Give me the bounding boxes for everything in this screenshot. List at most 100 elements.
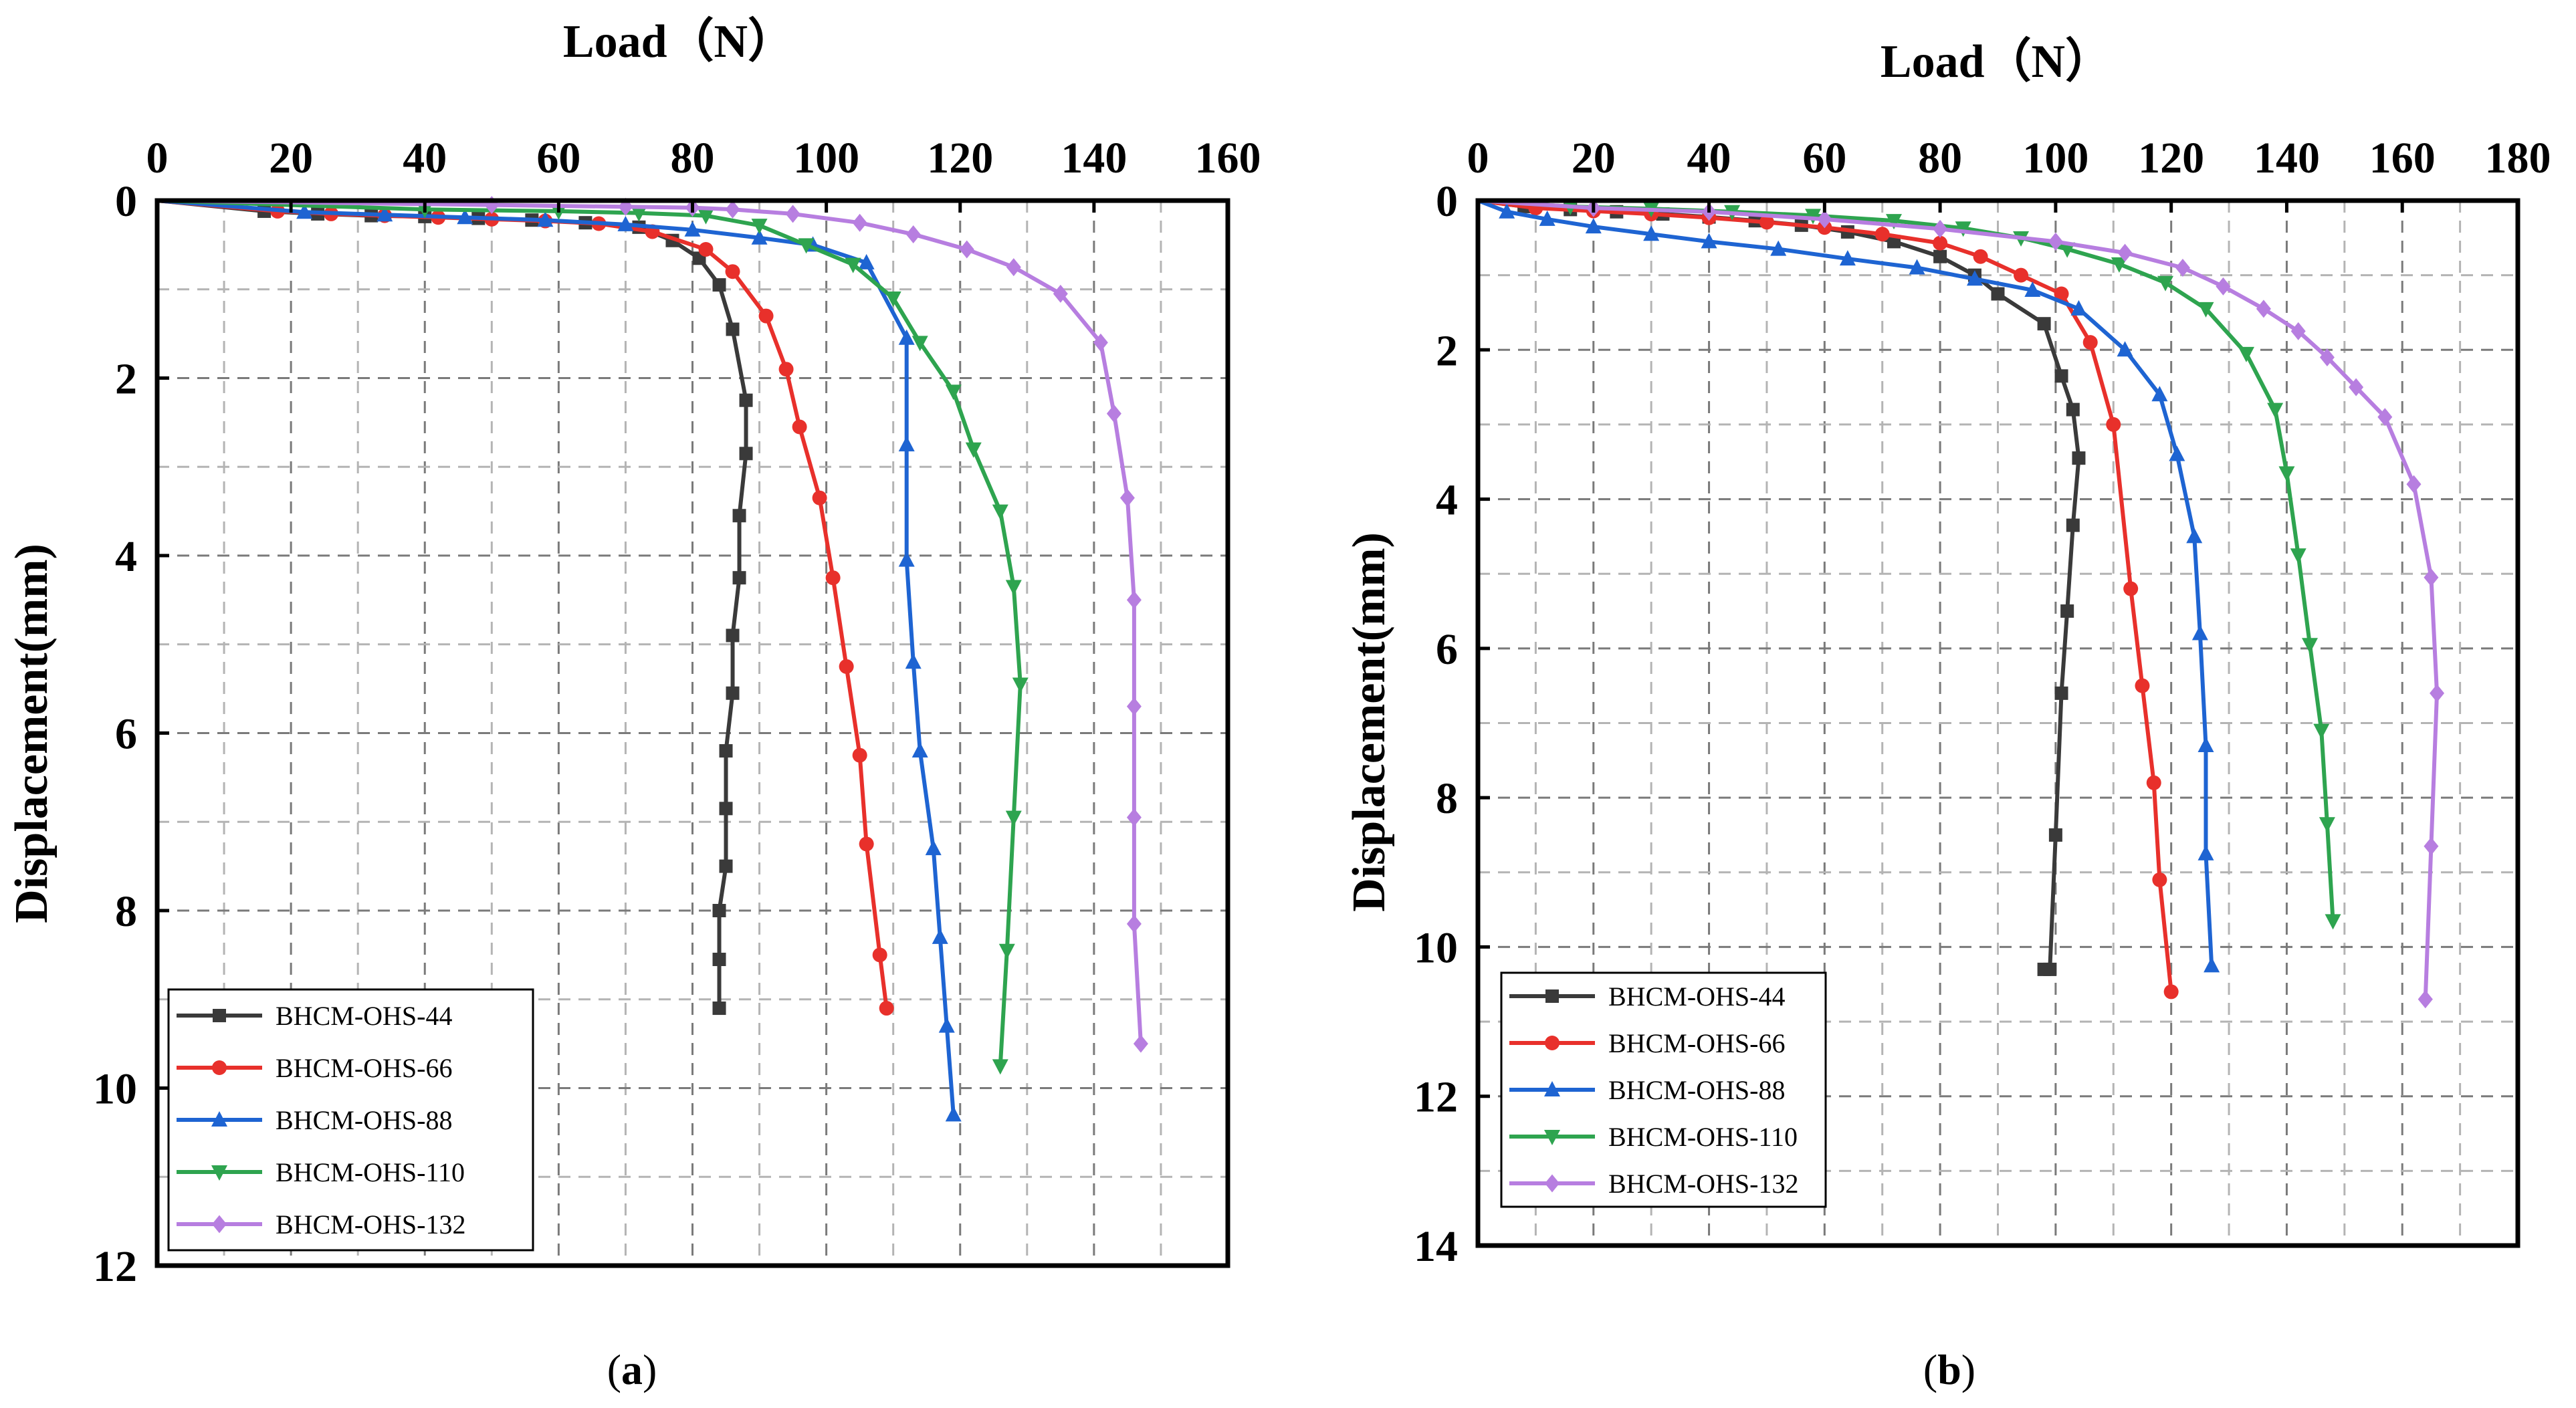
x-axis-title: Load（N）: [563, 15, 794, 68]
data-point: [945, 384, 962, 400]
series-line-bhcm-ohs-88: [1477, 199, 2214, 966]
data-point: [2256, 300, 2271, 318]
data-point: [751, 229, 768, 245]
x-tick-label: 80: [1918, 134, 1962, 183]
data-point: [2204, 957, 2220, 973]
legend-marker: [1545, 989, 1559, 1003]
data-point: [457, 209, 473, 225]
data-point: [1770, 240, 1787, 256]
data-point: [905, 225, 921, 243]
data-point: [684, 221, 701, 237]
panel-label-open: (: [607, 1346, 621, 1393]
data-point: [911, 742, 928, 758]
data-point: [377, 206, 393, 222]
data-point: [2377, 408, 2393, 427]
data-point: [1874, 227, 1890, 242]
legend-label: BHCM-OHS-66: [1608, 1028, 1785, 1058]
legend-marker: [1545, 1036, 1560, 1050]
data-point: [2418, 990, 2433, 1009]
data-point: [2123, 581, 2139, 596]
data-point: [2060, 604, 2074, 618]
x-tick-label: 40: [1687, 134, 1731, 183]
data-point: [1643, 225, 1660, 241]
legend-label: BHCM-OHS-132: [276, 1209, 465, 1240]
chart-panel-a: 0 20 40 60 80 100 120 140 160 0 2 4 6 8 10 12 Load（N） Dis…: [6, 15, 1261, 1393]
data-point: [898, 436, 915, 452]
data-point: [2319, 817, 2335, 833]
y-tick-label: 6: [1436, 625, 1458, 674]
data-point: [992, 504, 1008, 520]
data-point: [1006, 258, 1021, 277]
data-point: [938, 1017, 955, 1033]
data-point: [2111, 257, 2127, 273]
data-point: [2054, 286, 2069, 302]
data-point: [2175, 258, 2190, 277]
data-point: [852, 747, 867, 763]
data-point: [1701, 233, 1717, 249]
data-point: [631, 206, 647, 222]
x-tick-label: 120: [2138, 134, 2204, 183]
data-point: [1759, 215, 1774, 230]
y-tick-label: 10: [1414, 923, 1458, 972]
data-point: [1817, 210, 1832, 229]
data-point: [2169, 445, 2185, 461]
panel-label-close: ): [1961, 1346, 1975, 1393]
y-tick-label: 2: [115, 355, 137, 404]
legend-label: BHCM-OHS-132: [1608, 1169, 1798, 1199]
data-point: [712, 953, 726, 967]
data-point: [719, 744, 733, 758]
data-point: [2054, 369, 2068, 383]
data-point: [537, 211, 554, 227]
data-point: [1126, 808, 1142, 827]
y-tick-label: 12: [1414, 1073, 1458, 1122]
data-point: [2302, 638, 2318, 654]
data-point: [2186, 527, 2203, 544]
data-point: [617, 215, 634, 231]
panel-label-letter: b: [1937, 1346, 1961, 1393]
data-point: [2157, 275, 2174, 291]
data-point: [965, 442, 982, 458]
data-point: [2163, 984, 2179, 1000]
x-tick-label: 160: [1195, 134, 1261, 183]
x-tick-label: 120: [927, 134, 993, 183]
x-tick-label: 180: [2485, 134, 2551, 183]
data-point: [2349, 378, 2364, 396]
data-point: [879, 1001, 894, 1016]
data-point: [1126, 590, 1142, 609]
x-tick-label: 100: [2022, 134, 2088, 183]
data-point: [1126, 697, 1142, 716]
data-point: [2290, 322, 2306, 340]
data-point: [905, 653, 922, 669]
data-point: [925, 840, 942, 856]
data-point: [2406, 475, 2422, 493]
data-point: [2151, 386, 2168, 402]
data-point: [1133, 1034, 1148, 1053]
data-point: [732, 509, 746, 523]
x-tick-label: 160: [2369, 134, 2436, 183]
data-point: [2048, 828, 2062, 842]
legend-label: BHCM-OHS-88: [1608, 1075, 1785, 1105]
data-point: [859, 836, 874, 852]
y-tick-label: 4: [115, 532, 137, 581]
y-tick-label: 12: [93, 1242, 137, 1291]
data-point: [726, 686, 740, 700]
data-point: [712, 278, 726, 292]
data-point: [852, 213, 867, 232]
data-point: [839, 659, 854, 674]
data-point: [2082, 335, 2098, 350]
data-point: [719, 859, 733, 873]
data-point: [2430, 684, 2445, 703]
data-point: [2313, 723, 2330, 739]
legend-marker: [1544, 1130, 1560, 1145]
panel-label-close: ): [643, 1346, 657, 1393]
y-tick-label: 4: [1436, 476, 1458, 525]
data-point: [1539, 210, 1555, 226]
data-point: [726, 322, 740, 336]
data-point: [2066, 402, 2080, 417]
data-point: [739, 393, 753, 407]
legend-label: BHCM-OHS-44: [276, 1001, 452, 1031]
data-point: [2424, 837, 2439, 856]
data-point: [898, 329, 915, 345]
data-point: [1909, 259, 1925, 275]
y-tick-label: 14: [1414, 1222, 1458, 1271]
